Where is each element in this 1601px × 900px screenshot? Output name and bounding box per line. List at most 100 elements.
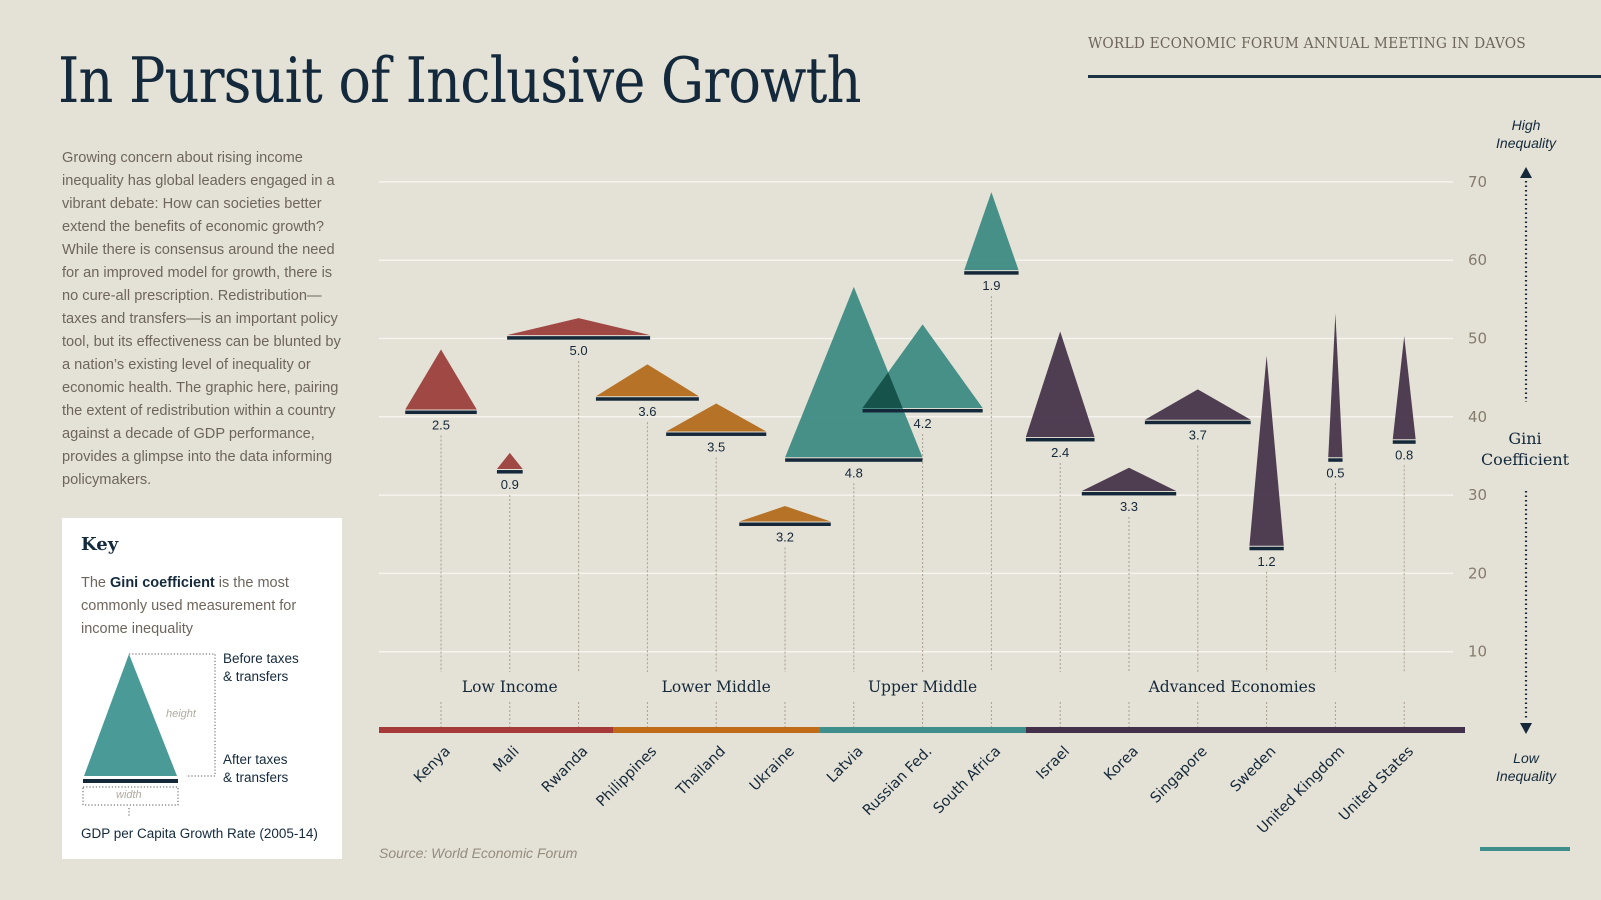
y-tick-label: 10: [1468, 643, 1487, 661]
after-bar: [405, 410, 477, 415]
triangle-singapore: [1144, 389, 1251, 420]
triangle-philippines: [595, 364, 699, 397]
triangle-sweden: [1249, 355, 1284, 546]
key-description: The Gini coefficient is the most commonl…: [81, 572, 331, 641]
triangle-thailand: [666, 403, 767, 432]
group-bar: [379, 727, 613, 733]
y-tick-label: 50: [1468, 330, 1487, 348]
growth-label: 0.5: [1326, 465, 1344, 480]
triangle-mali: [496, 452, 523, 470]
y-axis-ticks: 10 20 30 40 50 60 70: [1468, 173, 1487, 661]
triangle-ukraine: [739, 506, 831, 522]
key-triangle: [84, 654, 177, 776]
growth-label: 3.3: [1120, 499, 1138, 514]
stems: [440, 296, 1405, 727]
growth-label: 3.7: [1189, 428, 1207, 443]
high-line1: High: [1511, 117, 1541, 133]
gini-line2: Coefficient: [1480, 450, 1570, 469]
after-bar: [666, 432, 767, 436]
corner-accent: [1480, 847, 1570, 851]
after-bar: [1249, 546, 1284, 551]
key-width-guide: [82, 786, 179, 806]
after-bar: [964, 271, 1019, 275]
group-label: Low Income: [462, 678, 558, 696]
triangles: 2.5 0.9 5.0 3.6 3.5 3.2 4.8 4.2 1.9 2.4 3.3 3.7 1.2 0…: [405, 192, 1416, 569]
key-before-line1: Before taxes: [223, 651, 299, 666]
key-height-hint: height: [166, 708, 196, 720]
page-title: In Pursuit of Inclusive Growth: [58, 44, 861, 117]
after-bar: [507, 336, 651, 340]
x-label-country: Sweden: [1228, 744, 1280, 796]
x-axis-labels: Kenya Mali Rwanda Philippines Thailand Ukrain…: [411, 743, 1417, 837]
after-bar: [496, 470, 523, 474]
group-label: Lower Middle: [662, 678, 771, 696]
y-tick-label: 40: [1468, 408, 1487, 426]
source-note: Source: World Economic Forum: [379, 845, 578, 861]
gini-line1: Gini: [1508, 429, 1542, 448]
triangle-russian-fed-: [862, 324, 983, 408]
triangle-united-kingdom: [1328, 313, 1343, 458]
after-bar: [1144, 420, 1251, 425]
key-title: Key: [81, 534, 119, 555]
growth-label: 4.2: [914, 416, 932, 431]
key-after-bar: [83, 779, 178, 783]
triangle-latvia: [785, 286, 923, 458]
y-tick-label: 70: [1468, 173, 1487, 191]
triangle-rwanda: [507, 318, 651, 336]
x-label-country: Israel: [1034, 744, 1073, 783]
key-desc-term: Gini coefficient: [110, 575, 215, 591]
after-bar: [595, 397, 699, 401]
growth-label: 4.8: [845, 465, 863, 480]
x-label-country: Mali: [490, 744, 522, 776]
after-bar: [1392, 440, 1416, 444]
low-line1: Low: [1513, 750, 1539, 766]
low-inequality-label: Low Inequality: [1476, 749, 1576, 785]
y-tick-label: 60: [1468, 251, 1487, 269]
group-bar: [819, 727, 1026, 733]
inequality-arrows: [1520, 167, 1532, 734]
x-label-country: Ukraine: [747, 743, 798, 794]
growth-label: 1.9: [982, 278, 1000, 293]
x-label-country: Philippines: [594, 744, 661, 811]
group-label: Upper Middle: [868, 678, 977, 696]
after-bar: [862, 408, 983, 413]
triangle-south-africa: [964, 192, 1019, 271]
x-label-country: Kenya: [411, 744, 454, 787]
key-desc-text: is the most commonly used measurement fo…: [81, 575, 297, 637]
growth-label: 1.2: [1258, 554, 1276, 569]
after-bar: [1081, 491, 1177, 496]
growth-label: 2.5: [432, 418, 450, 433]
gini-axis-title: Gini Coefficient: [1475, 428, 1575, 470]
growth-label: 3.2: [776, 530, 794, 545]
low-line2: Inequality: [1496, 768, 1556, 784]
group-bar: [613, 727, 820, 733]
high-line2: Inequality: [1496, 135, 1556, 151]
key-panel: Key The Gini coefficient is the most com…: [62, 518, 342, 859]
growth-label: 5.0: [570, 343, 588, 358]
growth-label: 3.5: [707, 439, 725, 454]
key-after-line2: & transfers: [223, 770, 289, 785]
key-width-meaning: GDP per Capita Growth Rate (2005-14): [81, 826, 318, 841]
key-width-hint: width: [116, 789, 142, 801]
x-label-country: Thailand: [673, 744, 729, 800]
x-label-country: Latvia: [824, 744, 867, 787]
key-diagram: [82, 653, 216, 817]
key-desc-text: The: [81, 575, 111, 591]
key-after-label: After taxes & transfers: [223, 751, 288, 787]
triangle-kenya: [405, 349, 477, 410]
group-labels: Low Income Lower Middle Upper Middle Advanc…: [462, 678, 1316, 696]
x-label-country: Russian Fed.: [860, 744, 935, 819]
arrow-up-icon: [1520, 167, 1532, 178]
key-after-line1: After taxes: [223, 752, 288, 767]
growth-label: 3.6: [638, 404, 656, 419]
event-name: WORLD ECONOMIC FORUM ANNUAL MEETING IN D…: [1088, 34, 1526, 52]
triangle-israel: [1025, 331, 1095, 437]
group-bar: [1025, 727, 1465, 733]
x-label-country: Rwanda: [539, 744, 591, 796]
growth-label: 2.4: [1051, 445, 1069, 460]
after-bar: [785, 458, 923, 462]
key-before-line2: & transfers: [223, 669, 289, 684]
event-divider: [1088, 75, 1601, 78]
group-label: Advanced Economies: [1148, 678, 1316, 696]
